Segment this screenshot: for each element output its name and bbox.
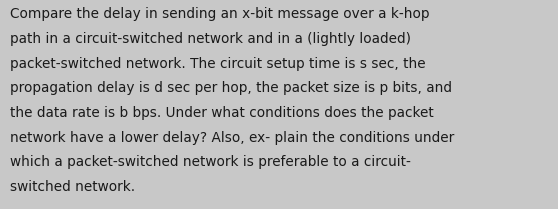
Text: propagation delay is d sec per hop, the packet size is p bits, and: propagation delay is d sec per hop, the … [10, 81, 452, 95]
Text: path in a circuit-switched network and in a (lightly loaded): path in a circuit-switched network and i… [10, 32, 411, 46]
Text: Compare the delay in sending an x-bit message over a k-hop: Compare the delay in sending an x-bit me… [10, 7, 430, 21]
Text: switched network.: switched network. [10, 180, 135, 194]
Text: network have a lower delay? Also, ex- plain the conditions under: network have a lower delay? Also, ex- pl… [10, 131, 454, 145]
Text: the data rate is b bps. Under what conditions does the packet: the data rate is b bps. Under what condi… [10, 106, 434, 120]
Text: packet-switched network. The circuit setup time is s sec, the: packet-switched network. The circuit set… [10, 57, 426, 71]
Text: which a packet-switched network is preferable to a circuit-: which a packet-switched network is prefe… [10, 155, 411, 169]
